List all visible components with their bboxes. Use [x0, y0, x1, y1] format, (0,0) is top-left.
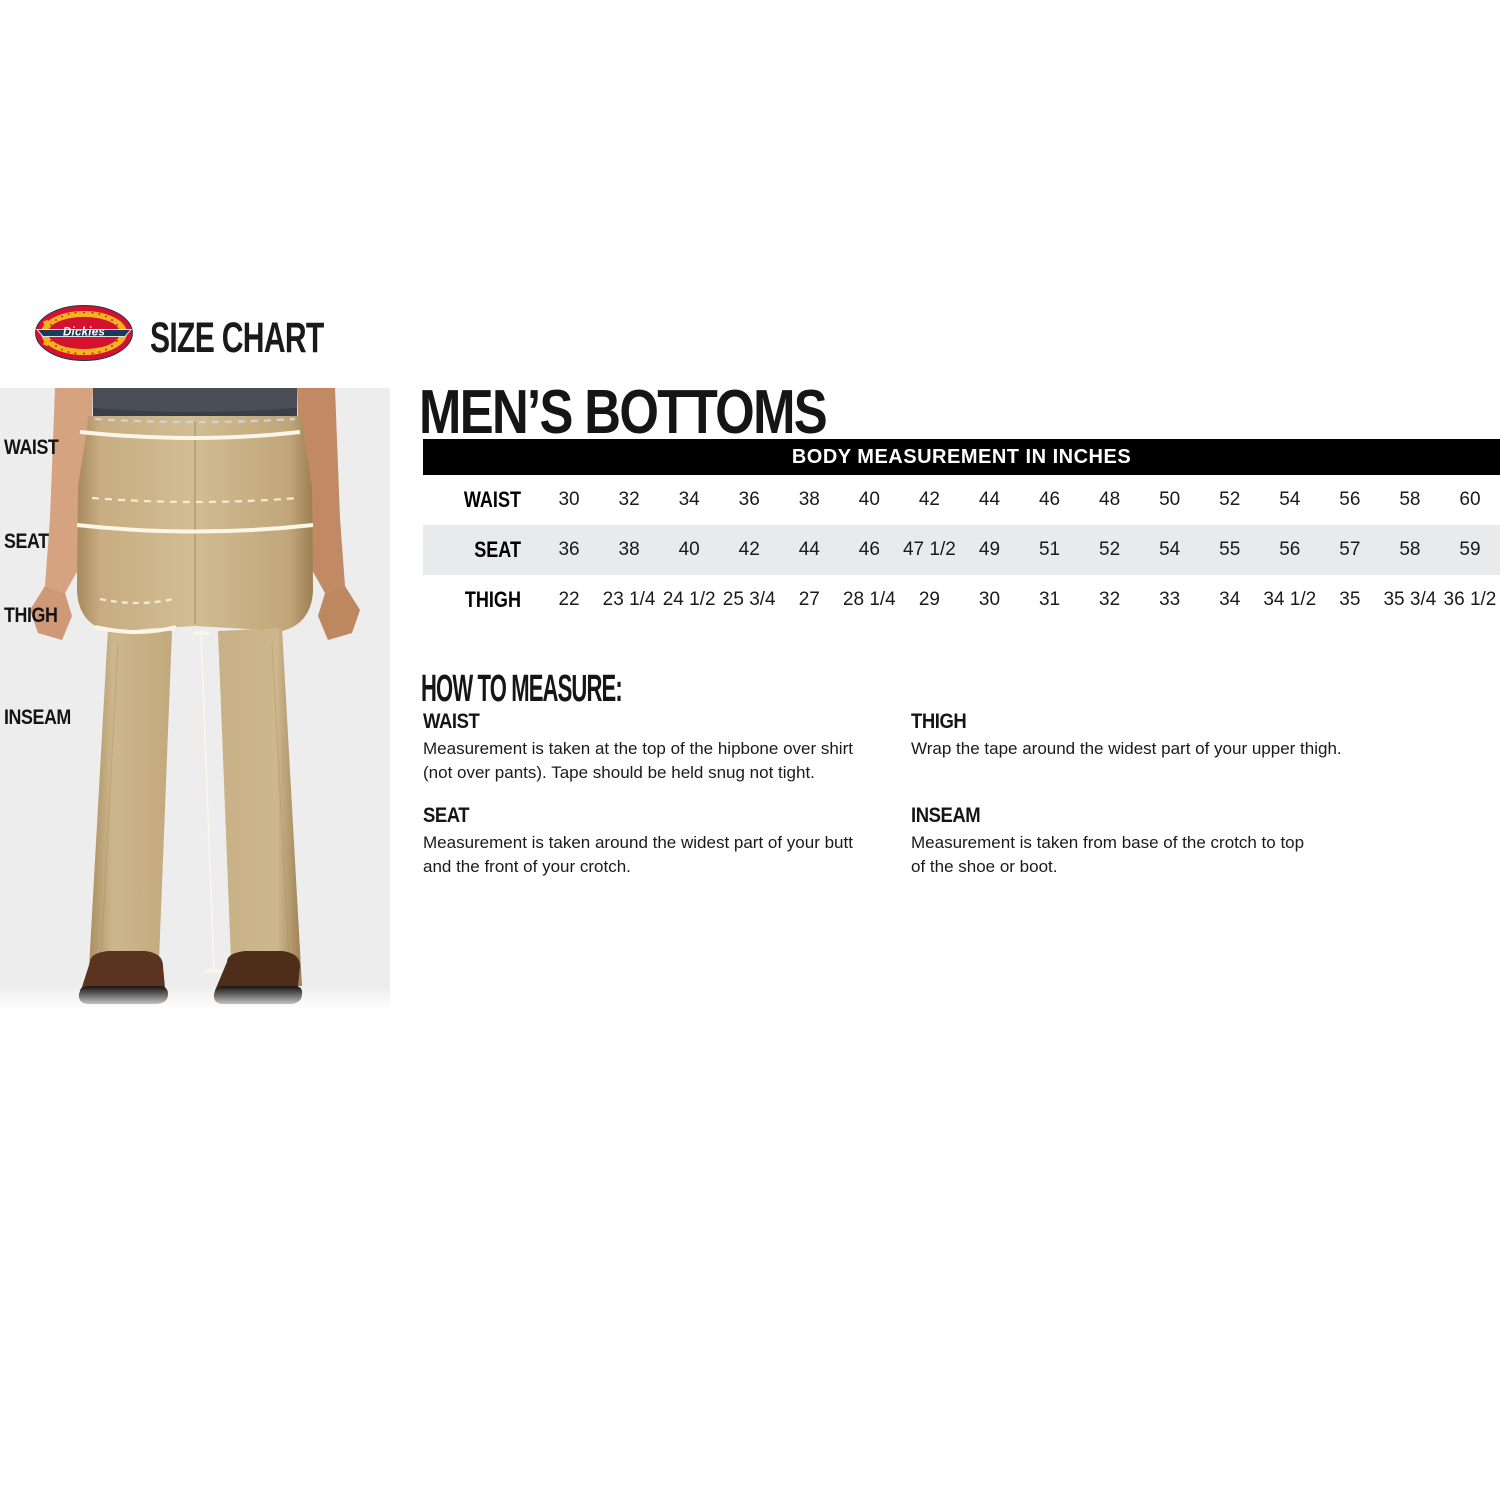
svg-text:Dickies: Dickies	[63, 327, 105, 339]
